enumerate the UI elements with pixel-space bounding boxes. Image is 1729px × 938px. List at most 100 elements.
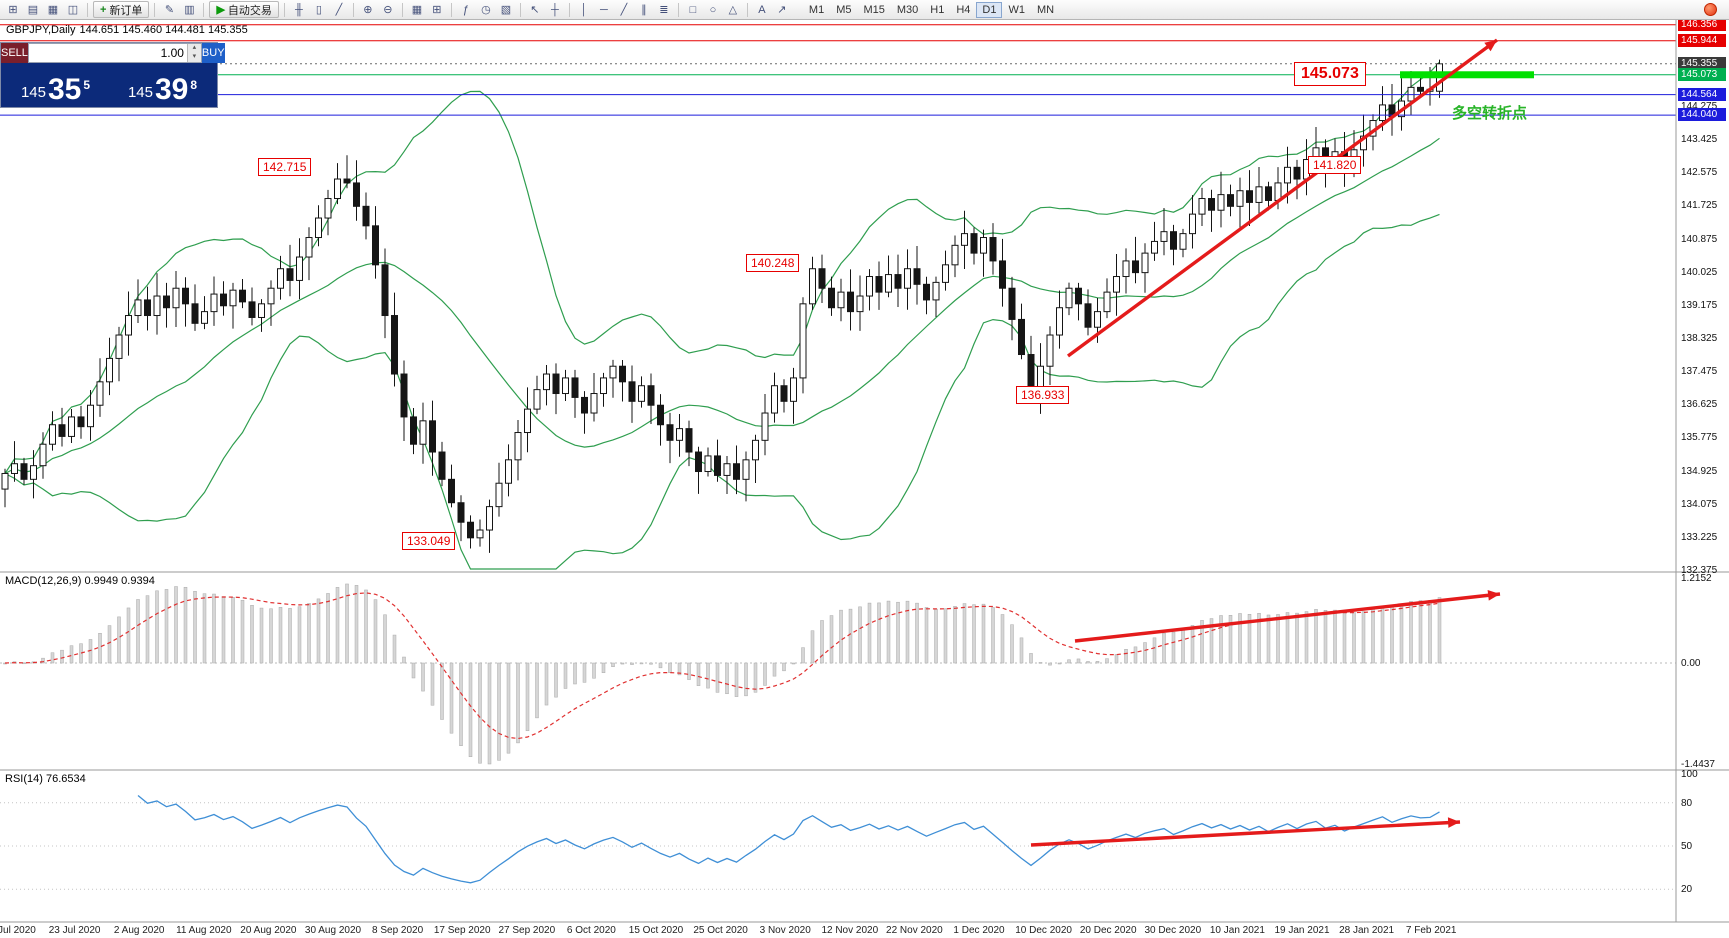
timeframe-m30[interactable]: M30: [896, 3, 919, 16]
periods-icon[interactable]: ◷: [481, 4, 491, 16]
zoom-in-icon[interactable]: ⊕: [363, 4, 373, 16]
buy-button[interactable]: BUY: [201, 43, 225, 63]
rsi-axis-label: 50: [1681, 841, 1693, 852]
fibonacci-icon[interactable]: ≣: [659, 4, 669, 16]
horizontal-levels[interactable]: [0, 24, 1676, 116]
price-tag-145.073: 145.073: [1678, 67, 1726, 81]
text-label-icon[interactable]: A: [758, 3, 766, 16]
trend-arrow-rsi: [1030, 820, 1461, 847]
trendline-icon[interactable]: ╱: [620, 4, 628, 16]
indicators-icon[interactable]: ƒ: [462, 3, 469, 16]
ellipse-icon[interactable]: ○: [709, 3, 717, 16]
triangle-icon[interactable]: △: [728, 4, 738, 16]
turning-point-text[interactable]: 多空转折点: [1452, 105, 1528, 122]
autotrading-button[interactable]: ▶ 自动交易: [209, 1, 279, 18]
autotrading-button-icon: ▶: [216, 4, 225, 16]
sell-button[interactable]: SELL: [1, 43, 28, 63]
date-label: 1 Dec 2020: [953, 925, 1005, 936]
trend-arrow-macd: [1074, 592, 1501, 643]
price-axis-label: 135.775: [1681, 432, 1718, 444]
date-label: 17 Sep 2020: [433, 925, 491, 936]
price-flag-136.933[interactable]: 136.933: [1016, 386, 1070, 404]
timeframe-h1[interactable]: H1: [930, 3, 945, 16]
price-tag-145.944: 145.944: [1678, 33, 1726, 47]
notification-icon[interactable]: [1704, 3, 1717, 16]
bollinger-bands: [4, 61, 1440, 570]
sell-price-sup: 5: [83, 78, 91, 92]
date-label: 20 Dec 2020: [1079, 925, 1137, 936]
price-flag-133.049[interactable]: 133.049: [402, 532, 456, 550]
date-label: 15 Oct 2020: [628, 925, 684, 936]
date-label: 2 Aug 2020: [113, 925, 165, 936]
timeframe-mn[interactable]: MN: [1036, 3, 1055, 16]
rsi-plot: [0, 794, 1676, 890]
date-label: 23 Jul 2020: [48, 925, 101, 936]
metaeditor-icon[interactable]: ✎: [164, 4, 175, 16]
macd-label: MACD(12,26,9) 0.9949 0.9394: [5, 575, 155, 587]
vertical-line-icon[interactable]: │: [580, 3, 588, 16]
buy-price-big: 39: [154, 73, 189, 106]
rectangle-icon[interactable]: □: [689, 3, 697, 16]
data-window-icon[interactable]: ◫: [67, 4, 79, 16]
price-axis-label: 133.225: [1681, 531, 1718, 543]
print-icon[interactable]: ▥: [184, 4, 195, 16]
lot-decrease-button[interactable]: ▾: [187, 53, 201, 62]
price-flag-140.248[interactable]: 140.248: [746, 254, 800, 272]
price-flag-142.715[interactable]: 142.715: [258, 158, 312, 176]
candlestick-chart-icon[interactable]: ▯: [315, 4, 322, 16]
macd-axis-label: 0.00: [1681, 658, 1701, 669]
toolbar-separator: [283, 2, 285, 17]
crosshair-icon[interactable]: ┼: [551, 3, 559, 16]
date-label: 28 Jan 2021: [1339, 925, 1395, 936]
date-label: 6 Oct 2020: [566, 925, 616, 936]
lot-size-field: ▴ ▾: [27, 43, 202, 63]
chart-symbol: GBPJPY,Daily: [6, 24, 76, 36]
tile-windows-icon[interactable]: ▦: [411, 4, 423, 16]
line-chart-icon[interactable]: ╱: [335, 4, 343, 16]
timeframe-m15[interactable]: M15: [863, 3, 885, 16]
lot-increase-button[interactable]: ▴: [187, 44, 201, 53]
date-label: 8 Sep 2020: [372, 925, 424, 936]
price-axis-label: 144.275: [1681, 100, 1718, 112]
toolbar-separator: [154, 2, 156, 17]
rsi-label: RSI(14) 76.6534: [5, 773, 86, 785]
timeframe-m1[interactable]: M1: [808, 3, 825, 16]
trend-arrows[interactable]: [1030, 38, 1501, 847]
timeframe-w1[interactable]: W1: [1008, 3, 1025, 16]
horizontal-line-icon[interactable]: ─: [600, 3, 608, 16]
timeframe-h4[interactable]: H4: [956, 3, 971, 16]
templates-icon[interactable]: ▧: [500, 4, 512, 16]
price-tag-146.356: 146.356: [1678, 17, 1726, 31]
lot-size-input[interactable]: [28, 44, 187, 62]
toolbar-separator: [401, 2, 403, 17]
zoom-out-icon[interactable]: ⊖: [383, 4, 393, 16]
date-label: 13 Jul 2020: [0, 925, 36, 936]
arrow-objects-icon[interactable]: ↗: [777, 4, 787, 16]
new-chart-icon[interactable]: ⊞: [8, 4, 18, 16]
cursor-icon[interactable]: ↖: [530, 4, 540, 16]
toolbar-separator: [87, 2, 88, 17]
timeframe-m5[interactable]: M5: [836, 3, 852, 16]
timeframe-d1[interactable]: D1: [976, 1, 1003, 18]
date-label: 20 Aug 2020: [240, 925, 297, 936]
macd-axis-label: 1.2152: [1681, 573, 1712, 584]
price-axis-label: 142.575: [1681, 167, 1718, 179]
chart-profiles-icon[interactable]: ▤: [27, 4, 39, 16]
timeframe-toolbar: M1 M5 M15 M30 H1 H4 D1 W1 MN: [803, 1, 1060, 18]
toolbar-separator: [203, 2, 205, 17]
price-axis-label: 137.475: [1681, 366, 1718, 378]
buy-price[interactable]: 145 39 8: [112, 75, 213, 105]
price-axis-label: 132.375: [1681, 565, 1718, 576]
channel-icon[interactable]: ∥: [641, 4, 647, 16]
grid-icon[interactable]: ⊞: [432, 4, 442, 16]
bar-chart-icon[interactable]: ╫: [295, 3, 303, 16]
date-label: 3 Nov 2020: [759, 925, 811, 936]
price-axis-label: 140.875: [1681, 233, 1718, 245]
rsi-axis-label: 20: [1681, 884, 1693, 896]
sell-price[interactable]: 145 35 5: [5, 75, 106, 105]
price-flag-145.073[interactable]: 145.073: [1294, 62, 1366, 86]
price-flag-141.820[interactable]: 141.820: [1308, 156, 1362, 174]
market-watch-icon[interactable]: ▦: [47, 4, 59, 16]
new-order-button[interactable]: + 新订单: [93, 1, 150, 18]
